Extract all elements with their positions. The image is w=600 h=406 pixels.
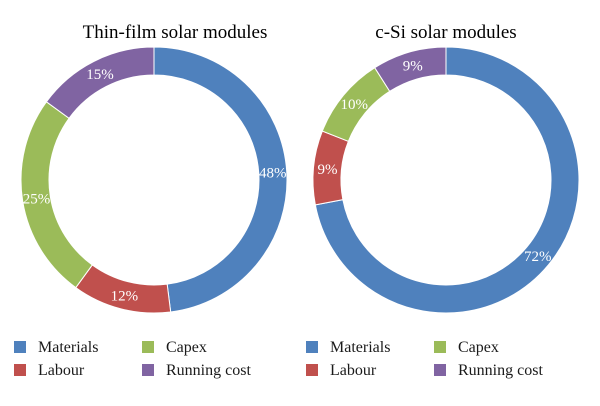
data-label-running-cost: 9%	[403, 59, 423, 75]
chart-thin-film: Thin-film solar modules 48% 12% 25% 15% Mat…	[14, 22, 288, 379]
donut-c-si: 72% 9% 10% 9%	[312, 46, 580, 314]
legend-swatch-running-cost	[142, 364, 154, 376]
legend-swatch-labour	[306, 364, 318, 376]
slice-running-cost	[45, 46, 155, 119]
donut-thin-film: 48% 12% 25% 15%	[20, 46, 288, 314]
legend-c-si: Materials Capex Labour Running cost	[306, 339, 543, 379]
legend-swatch-capex	[142, 341, 154, 353]
legend-label-labour: Labour	[330, 362, 377, 379]
legend-swatch-capex	[434, 341, 446, 353]
data-label-capex: 10%	[341, 97, 369, 113]
data-label-materials: 72%	[524, 249, 552, 265]
legend-label-labour: Labour	[38, 362, 85, 379]
legend-label-running-cost: Running cost	[166, 362, 251, 379]
chart-title: Thin-film solar modules	[83, 22, 268, 43]
chart-title: c-Si solar modules	[375, 22, 516, 43]
data-label-labour: 12%	[111, 288, 139, 304]
data-label-materials: 48%	[259, 166, 287, 182]
legend-swatch-materials	[14, 341, 26, 353]
chart-c-si: c-Si solar modules 72% 9% 10% 9% Materials C…	[306, 22, 580, 379]
legend-label-running-cost: Running cost	[458, 362, 543, 379]
slice-running-cost	[374, 46, 447, 93]
legend-swatch-materials	[306, 341, 318, 353]
legend-label-capex: Capex	[458, 339, 499, 356]
data-label-labour: 9%	[318, 162, 338, 178]
legend-label-materials: Materials	[38, 339, 98, 356]
legend-thin-film: Materials Capex Labour Running cost	[14, 339, 251, 379]
slice-materials	[314, 46, 580, 314]
data-label-running-cost: 15%	[86, 67, 114, 83]
legend-swatch-running-cost	[434, 364, 446, 376]
legend-label-materials: Materials	[330, 339, 390, 356]
legend-label-capex: Capex	[166, 339, 207, 356]
legend-swatch-labour	[14, 364, 26, 376]
data-label-capex: 25%	[23, 192, 51, 208]
